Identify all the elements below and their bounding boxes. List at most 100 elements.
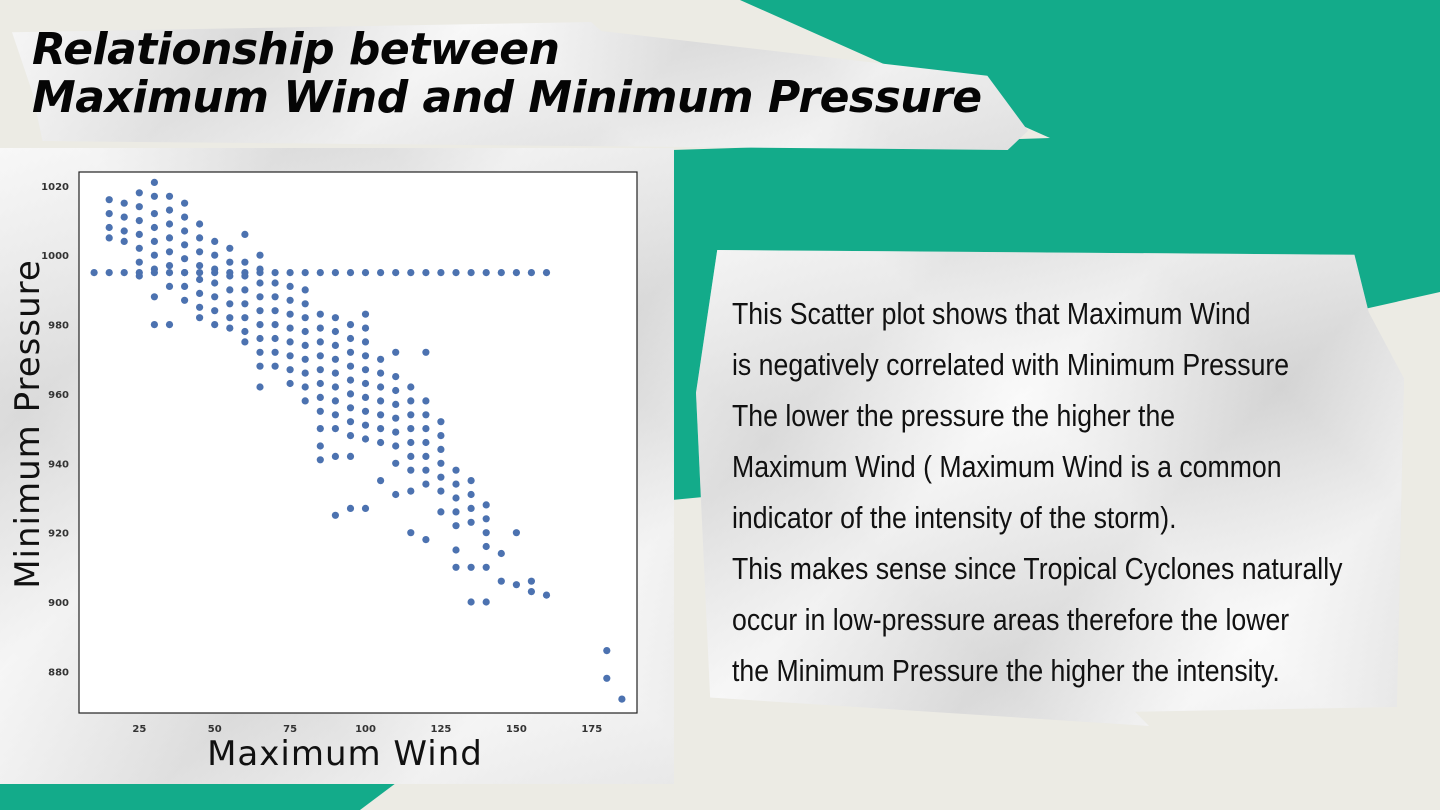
data-point: [271, 362, 279, 370]
data-point: [618, 695, 626, 703]
data-point: [467, 563, 475, 571]
data-point: [226, 272, 234, 280]
data-point: [407, 438, 415, 447]
data-point: [316, 379, 324, 388]
data-point: [407, 529, 415, 537]
data-point: [90, 269, 98, 277]
data-point: [301, 341, 309, 349]
data-point: [437, 445, 445, 453]
data-point: [467, 598, 475, 606]
data-point: [422, 411, 430, 419]
data-point: [346, 321, 355, 329]
data-point: [392, 490, 400, 499]
data-point: [452, 522, 460, 530]
title-line-2: Maximum Wind and Minimum Pressure: [32, 72, 982, 123]
data-point: [256, 265, 264, 273]
data-point: [392, 428, 400, 436]
description-line: Maximum Wind ( Maximum Wind is a common: [732, 449, 1282, 484]
x-tick-label: 150: [506, 724, 527, 735]
data-point: [512, 529, 521, 537]
data-point: [211, 251, 219, 259]
description-line: The lower the pressure the higher the: [732, 398, 1176, 433]
data-point: [467, 477, 475, 485]
data-point: [422, 269, 430, 277]
data-point: [482, 501, 490, 509]
data-point: [150, 210, 158, 218]
data-point: [346, 269, 355, 277]
data-point: [542, 591, 551, 599]
data-point: [226, 286, 234, 294]
data-point: [422, 397, 430, 405]
data-point: [331, 397, 339, 405]
data-point: [165, 234, 174, 242]
data-point: [165, 262, 174, 270]
data-point: [603, 674, 611, 682]
description-line: This makes sense since Tropical Cyclones…: [732, 551, 1343, 586]
data-point: [331, 269, 339, 277]
data-point: [135, 272, 143, 280]
data-point: [286, 379, 294, 388]
data-point: [346, 504, 355, 512]
data-point: [377, 397, 385, 405]
data-point: [271, 293, 279, 301]
data-point: [482, 529, 490, 537]
data-point: [271, 348, 279, 356]
data-point: [331, 511, 339, 519]
data-point: [256, 293, 264, 301]
data-point: [331, 341, 339, 349]
y-tick-label: 1020: [41, 182, 69, 193]
data-point: [452, 508, 460, 516]
data-point: [331, 369, 339, 377]
data-point: [301, 327, 309, 336]
x-tick-label: 175: [581, 724, 602, 735]
data-point: [346, 452, 355, 460]
data-point: [181, 255, 189, 263]
data-point: [437, 269, 445, 277]
data-point: [422, 480, 430, 488]
x-axis-label: Maximum Wind: [207, 734, 483, 774]
y-tick-labels: 880 900 920 940 960 980 1000 1020: [41, 182, 69, 679]
data-point: [346, 418, 355, 426]
data-point: [422, 466, 430, 474]
data-point: [211, 265, 219, 273]
data-point: [181, 213, 189, 221]
data-point: [196, 234, 204, 242]
description-text: This Scatter plot shows that Maximum Win…: [732, 288, 1343, 696]
data-point: [256, 279, 264, 287]
data-point: [165, 248, 174, 256]
data-point: [196, 314, 204, 322]
data-point: [361, 379, 370, 388]
data-point: [392, 414, 400, 422]
data-point: [361, 269, 370, 277]
data-point: [271, 334, 279, 343]
data-point: [361, 435, 370, 443]
x-tick-label: 50: [208, 724, 222, 735]
data-point: [286, 352, 294, 360]
data-point: [527, 588, 536, 596]
data-point: [452, 480, 460, 488]
data-point: [165, 321, 174, 329]
data-point: [105, 223, 113, 232]
data-point: [452, 546, 460, 554]
data-point: [542, 269, 551, 277]
y-tick-label: 960: [48, 390, 69, 401]
data-point: [331, 425, 339, 433]
data-point: [150, 223, 158, 232]
data-point: [241, 327, 249, 336]
data-point: [301, 269, 309, 277]
data-point: [407, 425, 415, 433]
data-point: [316, 407, 324, 415]
description-line: is negatively correlated with Minimum Pr…: [732, 347, 1290, 382]
data-point: [181, 269, 189, 277]
data-point: [226, 300, 234, 308]
data-point: [437, 418, 445, 426]
x-tick-label: 25: [132, 724, 146, 735]
data-point: [346, 362, 355, 370]
data-point: [241, 314, 249, 322]
data-point: [271, 269, 279, 277]
data-point: [286, 269, 294, 277]
data-point: [196, 303, 204, 311]
y-tick-label: 940: [48, 459, 69, 470]
data-point: [241, 300, 249, 308]
